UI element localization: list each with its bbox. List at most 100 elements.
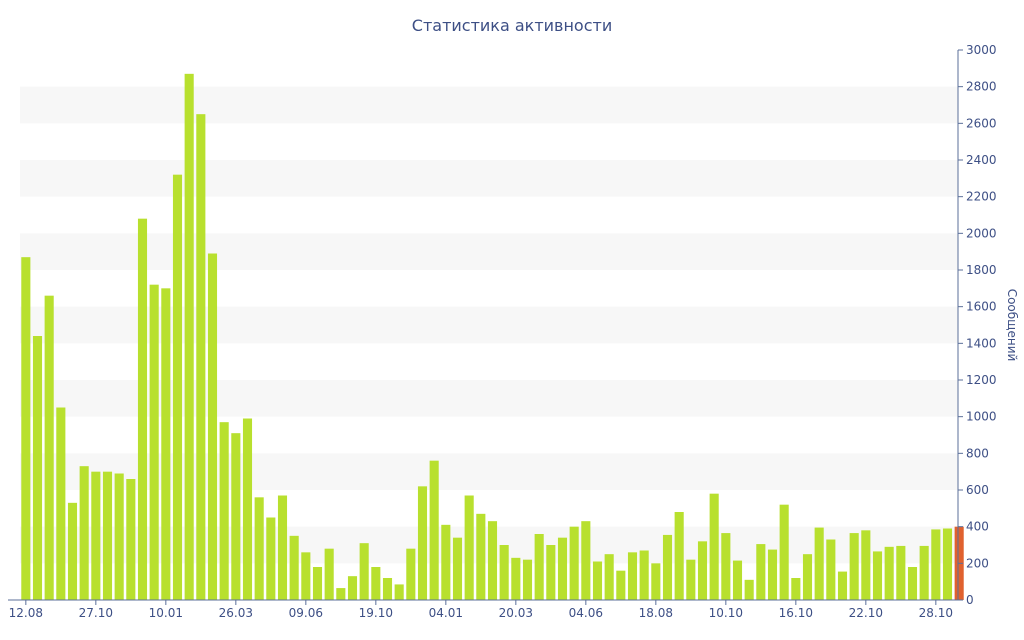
x-tick-label: 20.03 (499, 606, 533, 620)
grid-bands (20, 86, 958, 564)
bar (394, 584, 404, 600)
bar (942, 528, 953, 600)
y-tick-label: 200 (966, 556, 989, 570)
bar (721, 533, 731, 600)
bar (697, 541, 708, 600)
bar (406, 548, 416, 600)
chart-title: Статистика активности (412, 16, 612, 35)
bar (114, 473, 124, 600)
bar (324, 548, 334, 600)
bar (744, 579, 754, 600)
bar (219, 422, 229, 600)
bar (347, 576, 358, 600)
bar (756, 544, 766, 600)
bar (499, 545, 509, 600)
bar (184, 73, 194, 600)
bar (254, 497, 264, 600)
bar (802, 554, 813, 600)
bar (581, 521, 591, 600)
bar (32, 336, 43, 600)
bar (767, 549, 778, 600)
bar (814, 527, 824, 600)
bar (207, 253, 218, 600)
bar (569, 526, 579, 600)
bar (511, 557, 521, 600)
x-tick-label: 22.10 (849, 606, 883, 620)
grid-band (20, 306, 958, 344)
x-tick-label: 04.06 (569, 606, 603, 620)
bar (21, 257, 31, 600)
x-tick-label: 27.10 (79, 606, 113, 620)
bar (651, 563, 661, 600)
bar (172, 174, 183, 601)
bar (732, 560, 743, 600)
bar (487, 521, 498, 600)
bar (429, 460, 439, 600)
bar (627, 552, 638, 600)
bar (56, 407, 66, 600)
bar (301, 552, 311, 600)
bar (779, 504, 789, 600)
bar (639, 550, 649, 600)
bar (382, 578, 393, 600)
x-tick-label: 10.01 (149, 606, 183, 620)
y-tick-label: 400 (966, 520, 989, 534)
y-tick-label: 1600 (966, 300, 997, 314)
y-tick-label: 1400 (966, 336, 997, 350)
bar (837, 571, 848, 600)
bar (231, 433, 241, 600)
bar (791, 578, 801, 600)
bar (196, 114, 206, 601)
bar (686, 559, 696, 600)
x-axis: 12.08 27.10 10.01 26.03 09.06 19.10 04.01 20.03… (9, 600, 953, 620)
bar (452, 537, 463, 600)
bar (137, 218, 148, 601)
bar (826, 539, 836, 600)
bar (242, 418, 253, 600)
bar (896, 545, 906, 600)
bar (884, 546, 894, 600)
bar (662, 534, 673, 600)
x-tick-label: 04.01 (429, 606, 463, 620)
bar (709, 493, 719, 600)
y-tick-label: 2200 (966, 190, 997, 204)
x-tick-label: 19.10 (359, 606, 393, 620)
bar (44, 295, 54, 600)
grid-band (20, 380, 958, 417)
grid-band (20, 86, 958, 124)
bar (359, 543, 369, 600)
x-tick-label: 16.10 (779, 606, 813, 620)
bar (266, 517, 276, 600)
bar (674, 512, 684, 600)
x-tick-label: 09.06 (289, 606, 323, 620)
y-tick-label: 2800 (966, 80, 997, 94)
bar (849, 533, 859, 600)
bar (79, 466, 89, 600)
bar (336, 588, 346, 600)
x-tick-label: 18.08 (639, 606, 673, 620)
bar (371, 567, 381, 600)
bars (21, 73, 964, 601)
bar (476, 513, 486, 600)
y-tick-label: 1000 (966, 410, 997, 424)
bar (149, 284, 159, 600)
bar (872, 551, 883, 600)
x-tick-label: 12.08 (9, 606, 43, 620)
grid-band (20, 160, 958, 197)
y-tick-label: 3000 (966, 43, 997, 57)
y-tick-label: 2000 (966, 226, 997, 240)
y-axis: 0 200 400 600 800 1000 1200 1400 1600 1800 2000 220… (958, 43, 997, 607)
bar (557, 537, 568, 600)
bar (931, 529, 941, 600)
bar (277, 495, 288, 600)
grid-band (20, 453, 958, 490)
bar (67, 502, 78, 600)
y-tick-label: 600 (966, 483, 989, 497)
bar (604, 554, 614, 600)
bar (102, 471, 113, 600)
bar (417, 486, 428, 600)
bar (546, 545, 556, 600)
bar (91, 471, 101, 600)
y-tick-label: 2400 (966, 153, 997, 167)
